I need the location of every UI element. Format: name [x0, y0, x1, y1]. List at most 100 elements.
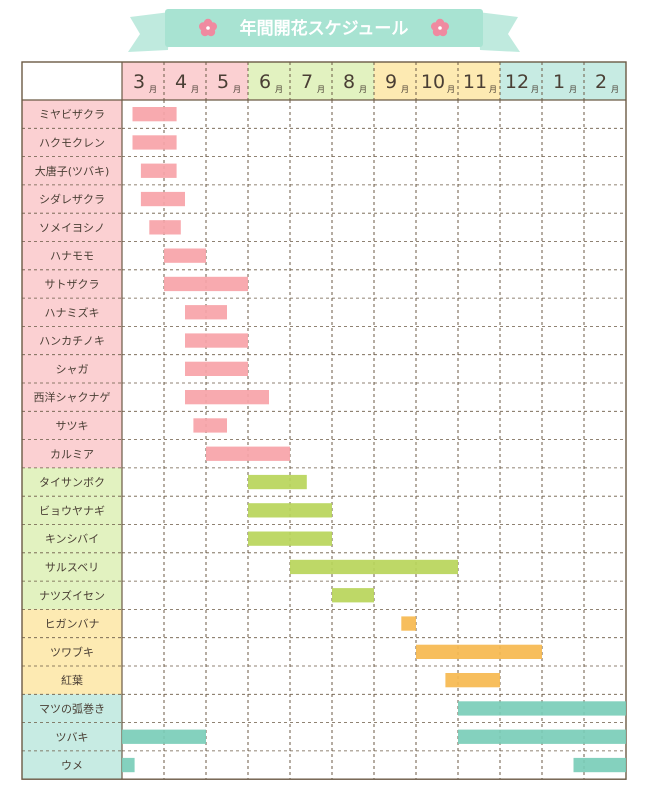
bloom-bar — [140, 163, 177, 178]
row-label-cell — [22, 411, 122, 440]
row-label: ハンカチノキ — [39, 335, 105, 348]
row-label-cell — [22, 637, 122, 666]
row-label: ウメ — [61, 759, 83, 772]
bloom-bar — [206, 446, 290, 461]
month-suffix: 月 — [233, 85, 241, 94]
row-label-cell — [22, 552, 122, 582]
row-label-cell — [22, 241, 122, 270]
bloom-bar — [122, 757, 135, 773]
month-label: 9 — [385, 71, 397, 93]
row-label: カルミア — [50, 448, 94, 461]
chart-bars — [122, 107, 626, 773]
row-label-cell — [22, 383, 122, 412]
row-label-cell — [22, 100, 122, 129]
month-suffix: 月 — [447, 85, 455, 94]
row-label: ツワブキ — [50, 645, 94, 659]
chart-border — [21, 61, 627, 780]
month-label: 2 — [595, 71, 607, 93]
row-label: ハナモモ — [50, 250, 94, 263]
row-label-cell — [22, 467, 122, 497]
bloom-bar — [164, 276, 248, 292]
row-label: ツバキ — [56, 731, 89, 744]
row-label: 大唐子(ツバキ) — [35, 164, 110, 178]
row-label-cell — [22, 750, 122, 780]
row-label: タイサンボク — [39, 476, 105, 489]
row-label: ビョウヤナギ — [39, 504, 105, 517]
month-label: 4 — [175, 71, 187, 93]
bloom-bar — [193, 418, 227, 433]
month-header-cell — [248, 62, 290, 100]
bloom-bar — [416, 644, 542, 659]
month-suffix: 月 — [531, 85, 539, 94]
row-label-cell — [22, 722, 122, 751]
month-suffix: 月 — [489, 85, 497, 94]
bloom-bar — [248, 474, 307, 490]
month-header-cell — [122, 62, 164, 100]
bloom-bar — [458, 729, 626, 744]
month-label: 8 — [343, 71, 355, 93]
row-label: ヒガンバナ — [45, 618, 100, 631]
month-suffix: 月 — [359, 85, 367, 94]
bloom-bar — [164, 248, 206, 263]
bloom-bar — [248, 503, 332, 518]
month-suffix: 月 — [401, 85, 409, 94]
month-suffix: 月 — [191, 85, 199, 94]
bloom-bar — [401, 616, 416, 631]
month-header-cell — [458, 62, 500, 100]
bloom-bar — [573, 757, 626, 773]
month-header-cell — [584, 62, 626, 100]
chart-title: 年間開花スケジュール — [240, 18, 409, 39]
row-label: シダレザクラ — [39, 192, 105, 206]
row-label-cell — [22, 156, 122, 185]
chart-grid — [21, 61, 627, 780]
bloom-bar — [149, 220, 181, 235]
month-header-cell — [290, 62, 332, 100]
row-label: マツの弧巻き — [39, 701, 105, 715]
month-suffix: 月 — [611, 85, 619, 94]
title-ribbon: 年間開花スケジュール — [128, 9, 520, 52]
row-label-cell — [22, 128, 122, 157]
month-label: 7 — [301, 71, 313, 93]
row-label-cell — [22, 213, 122, 242]
row-label: サトザクラ — [45, 278, 100, 291]
bloom-bar — [248, 531, 332, 546]
row-label-cell — [22, 694, 122, 723]
row-label-cell — [22, 326, 122, 355]
row-label: 紅葉 — [61, 673, 83, 687]
bloom-bar — [132, 135, 177, 150]
month-header-cell — [332, 62, 374, 100]
bloom-bar — [185, 333, 248, 348]
month-header-cell — [164, 62, 206, 100]
month-header-cell — [542, 62, 584, 100]
month-header-cell — [500, 62, 542, 100]
row-label: ナツズイセン — [39, 588, 105, 602]
row-label: サツキ — [56, 419, 89, 432]
row-label-cell — [22, 354, 122, 383]
month-header-cell — [206, 62, 248, 100]
month-header-cell — [374, 62, 416, 100]
row-label: シャガ — [56, 363, 89, 376]
month-suffix: 月 — [317, 85, 325, 94]
bloom-bar — [458, 701, 626, 716]
row-label-cell — [22, 496, 122, 525]
row-label-cell — [22, 298, 122, 327]
bloom-bar — [140, 191, 185, 207]
month-label: 12 — [505, 71, 529, 93]
month-label: 3 — [133, 71, 145, 93]
bloom-bar — [332, 588, 374, 603]
bloom-bar — [185, 390, 269, 405]
row-label: ハクモクレン — [39, 136, 105, 149]
row-label: ソメイヨシノ — [39, 221, 105, 234]
month-header-cell — [416, 62, 458, 100]
month-label: 1 — [553, 71, 565, 93]
row-label: キンシバイ — [45, 533, 99, 546]
row-label-cell — [22, 666, 122, 695]
row-label: ハナミズキ — [45, 305, 100, 319]
month-suffix: 月 — [569, 85, 577, 94]
row-label-cell — [22, 581, 122, 610]
month-label: 6 — [259, 71, 271, 93]
bloom-bar — [122, 729, 206, 744]
month-suffix: 月 — [275, 85, 283, 94]
row-label-cell — [22, 439, 122, 468]
